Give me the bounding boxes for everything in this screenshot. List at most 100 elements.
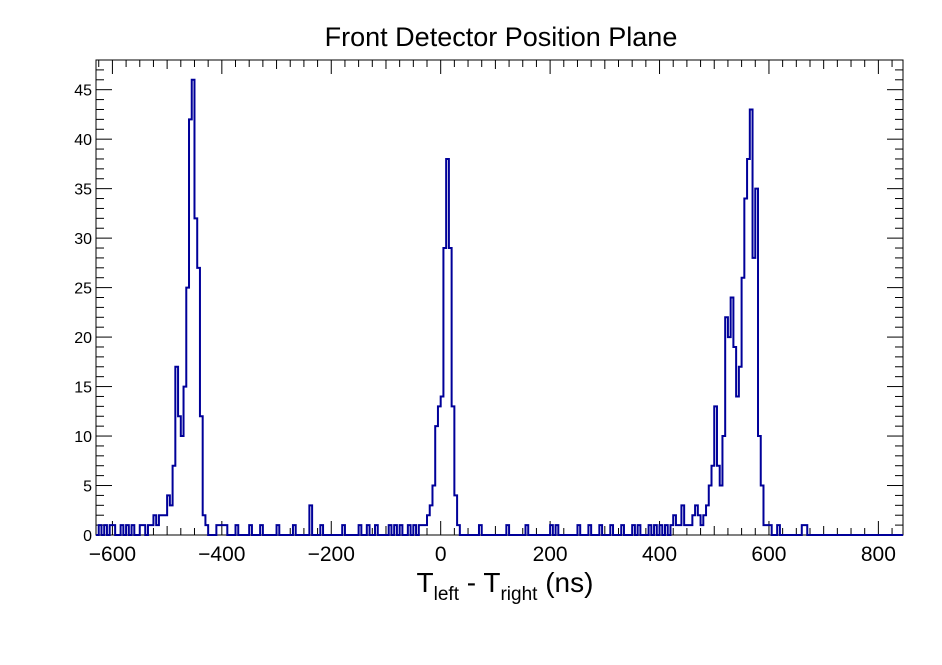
y-tick-label: 0 xyxy=(83,528,92,545)
histogram-bin xyxy=(216,525,219,535)
histogram-series xyxy=(96,78,903,536)
histogram-bin xyxy=(197,416,200,535)
y-tick-label: 40 xyxy=(74,132,92,149)
histogram-bin xyxy=(233,525,236,535)
histogram-bin xyxy=(438,396,441,535)
histogram-bin xyxy=(717,486,720,535)
histogram-bin xyxy=(148,525,151,535)
histogram-bin xyxy=(504,525,507,535)
x-axis-label: Tleft - Tright (ns) xyxy=(417,567,594,605)
histogram-bin xyxy=(687,525,690,535)
histogram-bin xyxy=(405,525,408,535)
histogram-bin xyxy=(430,486,433,535)
histogram-bin xyxy=(799,525,802,535)
histogram-bin xyxy=(186,119,189,535)
histogram-bin xyxy=(416,525,419,535)
histogram-bin xyxy=(110,525,113,535)
histogram-bin xyxy=(597,525,600,535)
histogram-outline xyxy=(96,78,903,536)
x-tick-label: −400 xyxy=(198,543,245,566)
histogram-bin xyxy=(441,248,444,535)
histogram-bin xyxy=(673,525,676,535)
histogram-bin xyxy=(733,396,736,535)
histogram-bin xyxy=(712,406,715,535)
x-tick-label: 600 xyxy=(751,543,786,566)
histogram-bin xyxy=(178,436,181,535)
histogram-bin xyxy=(709,466,712,535)
x-label-main: T xyxy=(417,567,434,598)
histogram-bin xyxy=(629,525,632,535)
chart-title: Front Detector Position Plane xyxy=(325,22,678,52)
histogram-bin xyxy=(739,278,742,535)
histogram-bin xyxy=(123,525,126,535)
histogram-bin xyxy=(194,268,197,535)
x-tick-label: 800 xyxy=(861,543,896,566)
histogram-bin xyxy=(219,525,222,535)
histogram-bin xyxy=(411,525,414,535)
x-label-mid: - T xyxy=(459,567,500,598)
x-label-sub-left: left xyxy=(434,584,460,605)
histogram-bin xyxy=(156,515,159,535)
histogram-bin xyxy=(731,347,734,535)
histogram-bin xyxy=(424,515,427,535)
histogram-bin xyxy=(159,515,162,535)
histogram-bin xyxy=(443,159,446,535)
x-tick-label: −200 xyxy=(308,543,355,566)
histogram-bin xyxy=(454,525,457,535)
x-tick-label: 400 xyxy=(642,543,677,566)
histogram-bin xyxy=(766,525,769,535)
x-label-unit: (ns) xyxy=(537,567,593,598)
histogram-bin xyxy=(432,426,435,535)
histogram-bin xyxy=(714,466,717,535)
histogram-bin xyxy=(184,288,187,535)
histogram-bin xyxy=(662,525,665,535)
histogram-bin xyxy=(747,109,750,535)
histogram-bin xyxy=(681,525,684,535)
histogram-bin xyxy=(720,436,723,535)
y-axis: 0 5 10 15 20 25 30 35 40 45 xyxy=(74,69,903,545)
histogram-bin xyxy=(586,525,589,535)
histogram-bin xyxy=(307,505,310,535)
histogram-bin xyxy=(170,466,173,535)
y-tick-label: 25 xyxy=(74,281,92,298)
histogram-bin xyxy=(151,515,154,535)
histogram-bin xyxy=(698,525,701,535)
x-tick-label: 0 xyxy=(435,543,447,566)
histogram-bin xyxy=(722,317,725,535)
histogram-bin xyxy=(137,525,140,535)
histogram-bin xyxy=(690,515,693,535)
histogram-bin xyxy=(364,525,367,535)
x-tick-label: −600 xyxy=(89,543,136,566)
x-tick-label: 200 xyxy=(533,543,568,566)
histogram-bin xyxy=(118,525,121,535)
histogram-bin xyxy=(755,436,758,535)
y-tick-label: 30 xyxy=(74,231,92,248)
histogram-bin xyxy=(222,525,225,535)
histogram-bin xyxy=(657,525,660,535)
y-tick-label: 20 xyxy=(74,330,92,347)
histogram-bin xyxy=(446,248,449,535)
y-tick-label: 10 xyxy=(74,429,92,446)
y-tick-label: 45 xyxy=(74,83,92,100)
histogram-bin xyxy=(761,525,764,535)
histogram-bin xyxy=(646,525,649,535)
histogram-bin xyxy=(758,486,761,535)
histogram-bin xyxy=(651,525,654,535)
plot-frame xyxy=(95,59,904,536)
histogram-bin xyxy=(290,525,293,535)
histogram-bin xyxy=(246,525,249,535)
histogram-bin xyxy=(476,525,479,535)
histogram-bin xyxy=(449,406,452,535)
histogram-bin xyxy=(635,525,638,535)
histogram-bin xyxy=(427,505,430,535)
histogram-bin xyxy=(145,525,148,535)
histogram-bin xyxy=(763,525,766,535)
histogram-bin xyxy=(192,218,195,535)
histogram-bin xyxy=(96,525,99,535)
histogram-bin xyxy=(523,525,526,535)
histogram-bin xyxy=(684,525,687,535)
histogram-bin xyxy=(728,298,731,536)
histogram-bin xyxy=(750,258,753,535)
histogram-bin xyxy=(339,525,342,535)
